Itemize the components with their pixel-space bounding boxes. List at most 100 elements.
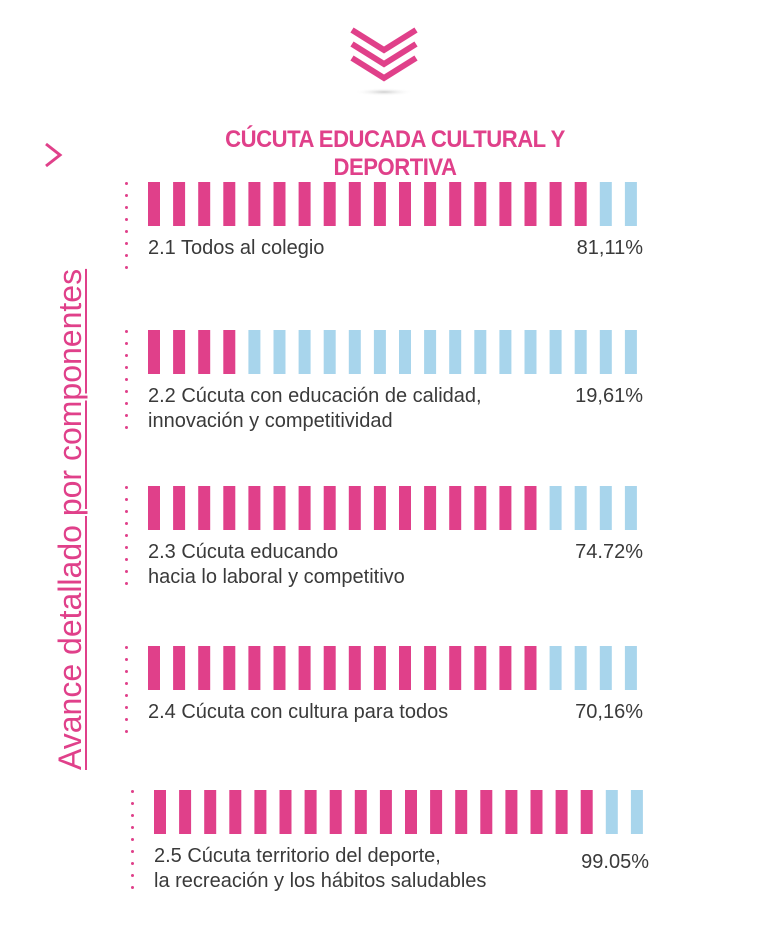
bar-segment-filled [530, 790, 543, 834]
bar-segment-filled [298, 182, 311, 226]
bar-segment-filled [549, 182, 562, 226]
percentage-label: 70,16% [575, 701, 643, 723]
chevron-right-icon [45, 142, 63, 168]
bar-segment-empty [605, 790, 618, 834]
bar-segment-filled [304, 790, 317, 834]
bar-segment-empty [248, 330, 261, 374]
progress-bar [148, 486, 637, 530]
bar-segment-filled [524, 182, 537, 226]
bar-segment-filled [399, 486, 411, 530]
component-label-line: 2.4 Cúcuta con cultura para todos [148, 701, 449, 723]
bar-segment-filled [223, 646, 236, 690]
bar-segment-filled [449, 182, 462, 226]
component-label-line: la recreación y los hábitos saludables [154, 870, 487, 892]
dotted-divider [124, 182, 130, 278]
bar-segment-filled [173, 646, 186, 690]
bar-segment-filled [480, 790, 493, 834]
bar-segment-filled [424, 486, 437, 530]
bar-segment-empty [624, 486, 637, 530]
bar-segment-filled [298, 646, 311, 690]
bar-segment-empty [474, 330, 487, 374]
bar-segment-filled [154, 790, 166, 834]
bar-segment-filled [148, 330, 160, 374]
bar-segment-filled [323, 486, 336, 530]
bar-segment-filled [474, 182, 487, 226]
percentage-label: 19,61% [575, 385, 643, 407]
bar-segment-filled [273, 486, 286, 530]
bar-segment-empty [323, 330, 336, 374]
bar-segment-empty [298, 330, 311, 374]
component-label-line: 2.2 Cúcuta con educación de calidad, [148, 385, 482, 407]
bar-segment-filled [223, 330, 236, 374]
dotted-divider [124, 646, 130, 742]
bar-segment-filled [499, 486, 512, 530]
bar-segment-filled [354, 790, 367, 834]
dotted-divider [124, 330, 130, 438]
bar-segment-empty [574, 486, 587, 530]
bar-segment-filled [273, 646, 286, 690]
bar-segment-filled [455, 790, 468, 834]
bar-segment-empty [524, 330, 537, 374]
component-label: 2.2 Cúcuta con educación de calidad, inno… [148, 384, 482, 434]
bar-segment-empty [624, 182, 637, 226]
bar-segment-filled [379, 790, 392, 834]
component-label-line: 2.3 Cúcuta educando [148, 541, 339, 563]
bar-segment-filled [424, 182, 437, 226]
bar-segment-empty [549, 646, 562, 690]
bar-segment-filled [279, 790, 292, 834]
dotted-divider [130, 790, 136, 898]
bar-segment-filled [198, 182, 211, 226]
bar-segment-empty [599, 646, 612, 690]
bar-segment-filled [229, 790, 242, 834]
bar-segment-filled [179, 790, 192, 834]
bar-segment-empty [373, 330, 386, 374]
bar-segment-filled [148, 486, 160, 530]
progress-bar [148, 182, 637, 226]
bar-segment-filled [254, 790, 267, 834]
component-label: 2.5 Cúcuta territorio del deporte, la rec… [154, 844, 486, 894]
component-label: 2.3 Cúcuta educando hacia lo laboral y co… [148, 540, 405, 590]
bar-segment-filled [399, 646, 411, 690]
bar-segment-filled [449, 486, 462, 530]
bar-segment-filled [449, 646, 462, 690]
bar-segment-filled [273, 182, 286, 226]
percentage-label: 74.72% [575, 541, 643, 563]
bar-segment-empty [549, 486, 562, 530]
bar-segment-filled [524, 486, 537, 530]
bar-segment-filled [148, 646, 160, 690]
component-label-line: innovación y competitividad [148, 410, 393, 432]
progress-bar [154, 790, 643, 834]
bar-segment-filled [204, 790, 217, 834]
component-label-line: hacia lo laboral y competitivo [148, 566, 405, 588]
percentage-label: 81,11% [576, 237, 643, 259]
bar-segment-filled [329, 790, 342, 834]
bar-segment-empty [449, 330, 462, 374]
side-title: Avance detallado por componentes [0, 0, 100, 941]
bar-segment-filled [173, 330, 186, 374]
bar-segment-filled [248, 646, 261, 690]
bar-segment-filled [248, 182, 261, 226]
bar-segment-filled [223, 486, 236, 530]
bar-segment-empty [574, 330, 587, 374]
bar-segment-empty [599, 330, 612, 374]
bar-segment-empty [499, 330, 512, 374]
bar-segment-filled [323, 646, 336, 690]
bar-segment-filled [223, 182, 236, 226]
bar-segment-empty [424, 330, 437, 374]
bar-segment-empty [399, 330, 411, 374]
component-label: 2.1 Todos al colegio [148, 236, 324, 261]
bar-segment-filled [248, 486, 261, 530]
bar-segment-empty [599, 486, 612, 530]
bar-segment-filled [198, 486, 211, 530]
bar-segment-filled [474, 486, 487, 530]
bar-segment-filled [474, 646, 487, 690]
bar-segment-empty [348, 330, 361, 374]
progress-bar [148, 646, 637, 690]
bar-segment-filled [348, 646, 361, 690]
percentage-label: 99.05% [581, 851, 649, 873]
bar-segment-filled [298, 486, 311, 530]
bar-segment-filled [399, 182, 411, 226]
bar-segment-filled [499, 182, 512, 226]
bar-segment-empty [599, 182, 612, 226]
bar-segment-empty [624, 330, 637, 374]
